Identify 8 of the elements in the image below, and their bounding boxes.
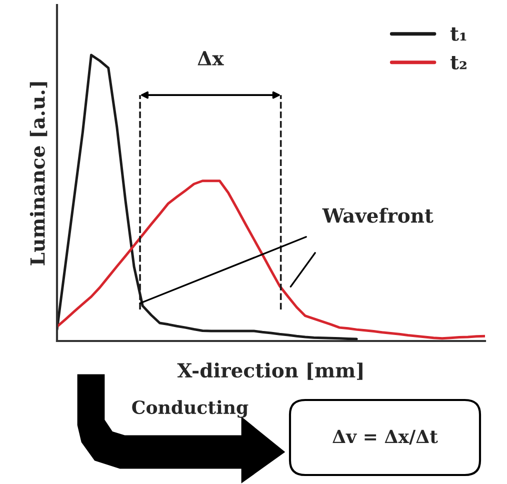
text: Δv = Δx/Δt xyxy=(332,430,438,445)
x-axis-title: X-direction [mm] xyxy=(177,362,362,380)
legend-label: t₂ xyxy=(450,56,466,70)
legend-label: t₁ xyxy=(450,27,466,41)
annotation: Δx xyxy=(198,51,224,66)
y-axis-title: Luminance [a.u.] xyxy=(30,82,48,266)
text: Conducting xyxy=(132,400,248,418)
annotation: Wavefront xyxy=(322,208,434,223)
